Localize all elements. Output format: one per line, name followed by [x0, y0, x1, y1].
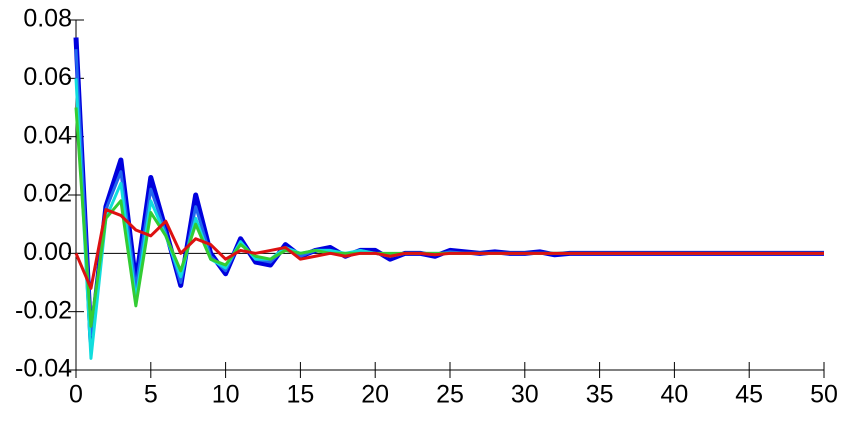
- x-tick-label: 50: [810, 381, 838, 409]
- y-tick-label: -0.02: [15, 296, 72, 324]
- y-tick-label: -0.04: [15, 355, 72, 383]
- x-tick-label: 20: [361, 381, 389, 409]
- y-tick-label: 0.08: [23, 5, 72, 33]
- x-tick-label: 30: [511, 381, 539, 409]
- series-line: [73, 37, 824, 344]
- x-tick-label: 15: [286, 381, 314, 409]
- series-line: [74, 78, 824, 360]
- y-tick-label: 0.06: [23, 63, 72, 91]
- x-tick-label: 0: [69, 381, 83, 409]
- x-tick-label: 10: [212, 381, 240, 409]
- y-tick-label: 0.04: [23, 121, 72, 149]
- x-tick-label: 35: [586, 381, 614, 409]
- x-tick-label: 25: [436, 381, 464, 409]
- y-tick-label: 0.02: [23, 180, 72, 208]
- y-tick-label: 0.00: [23, 238, 72, 266]
- x-tick-label: 40: [660, 381, 688, 409]
- series-line: [74, 107, 824, 328]
- series-line: [74, 208, 824, 290]
- series-line: [74, 49, 824, 337]
- x-tick-label: 5: [144, 381, 158, 409]
- x-tick-label: 45: [735, 381, 763, 409]
